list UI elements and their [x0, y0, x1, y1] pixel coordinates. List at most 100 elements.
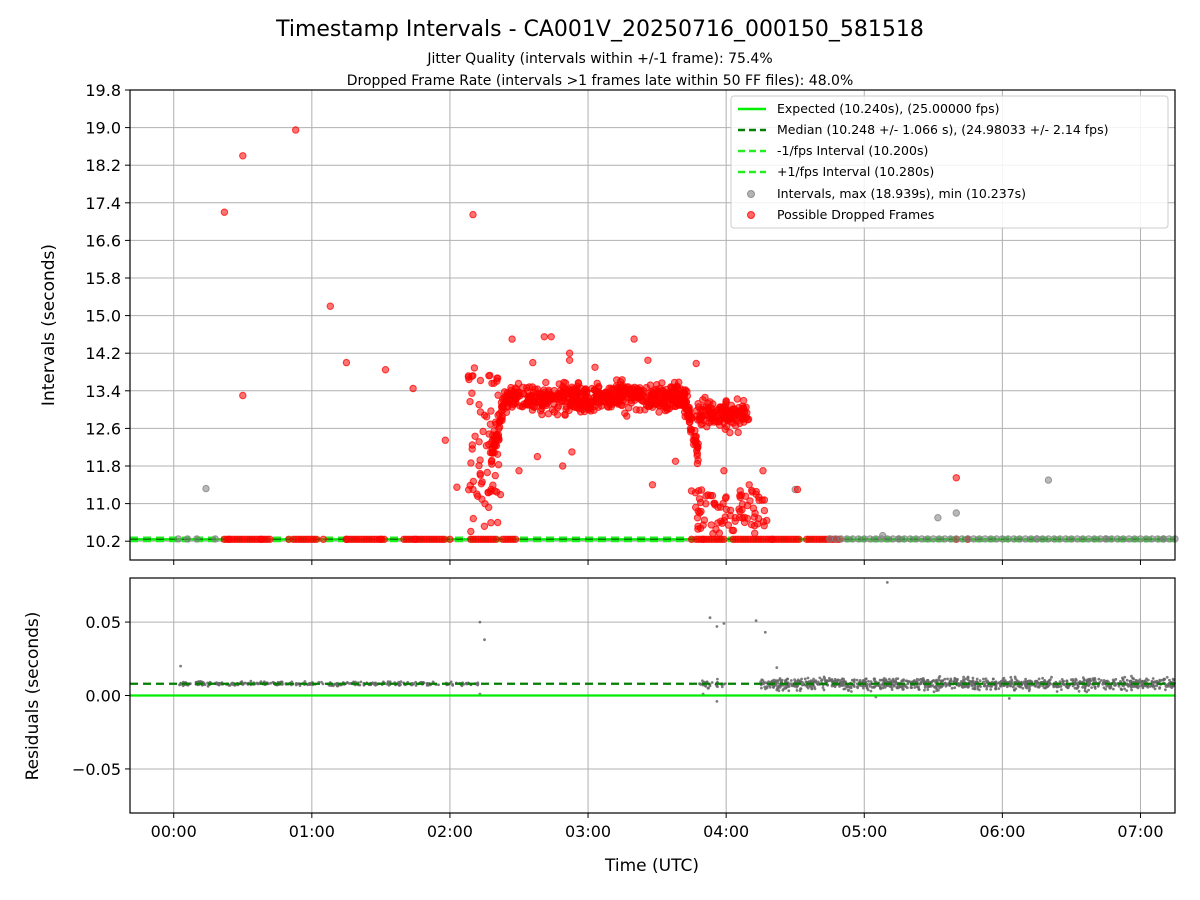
residual-point: [882, 677, 886, 680]
residual-point: [939, 679, 943, 683]
dropped-frame-point: [659, 390, 667, 398]
residual-point: [982, 677, 985, 681]
residual-outlier: [483, 638, 486, 642]
residual-point: [855, 678, 859, 682]
dropped-frame-point: [292, 126, 300, 134]
interval-point: [1044, 476, 1053, 484]
dropped-frame-point: [719, 499, 727, 508]
dropped-frame-point: [220, 208, 229, 216]
residual-point: [803, 677, 807, 681]
residual-point: [1073, 686, 1077, 690]
residual-point: [451, 683, 454, 686]
residual-point: [976, 687, 980, 691]
residual-point: [990, 685, 994, 688]
residual-point: [869, 680, 873, 684]
dropped-frame-point: [498, 416, 506, 425]
residuals-y-axis-label: Residuals (seconds): [23, 612, 43, 781]
dropped-frame-point: [704, 491, 712, 499]
residual-point: [902, 687, 905, 691]
dropped-frame-point: [485, 503, 493, 512]
residual-point: [878, 685, 882, 689]
residual-point: [978, 684, 981, 687]
residual-point: [900, 680, 903, 683]
residual-point: [724, 682, 727, 685]
dropped-frame-point: [467, 459, 475, 467]
residual-point: [1087, 688, 1090, 692]
dropped-frame-point: [716, 403, 725, 411]
residuals-reference-lines: [130, 682, 1175, 697]
intervals-x-ticks: [173, 560, 1141, 565]
residual-point: [997, 687, 1001, 690]
dropped-frame-point: [257, 535, 265, 543]
dropped-frame-point: [754, 514, 763, 523]
dropped-frame-point: [620, 388, 628, 397]
dropped-frame-point: [494, 518, 502, 527]
dropped-frame-point: [734, 428, 742, 437]
residual-point: [799, 687, 803, 690]
residual-point: [855, 682, 859, 686]
residual-point: [966, 675, 970, 679]
residual-point: [1062, 683, 1066, 686]
dropped-frame-point: [665, 404, 674, 413]
dropped-frame-point: [468, 445, 476, 453]
dropped-frame-point: [722, 408, 731, 416]
dropped-frame-point: [527, 391, 536, 400]
dropped-frame-point: [795, 535, 803, 543]
residual-point: [1085, 690, 1089, 694]
residual-outlier: [722, 622, 726, 625]
residual-point: [904, 679, 908, 683]
residual-point: [710, 681, 714, 684]
dropped-frame-point: [528, 383, 537, 391]
residual-point: [868, 684, 872, 688]
dropped-frame-point: [319, 535, 327, 543]
chart-title: Timestamp Intervals - CA001V_20250716_00…: [275, 17, 924, 42]
legend-marker-dropped: [747, 211, 755, 219]
residual-point: [923, 686, 927, 689]
residual-point: [263, 680, 266, 684]
dropped-frame-point: [630, 335, 638, 343]
dropped-frame-point: [714, 519, 722, 527]
dropped-frame-point: [515, 467, 523, 475]
residual-point: [812, 677, 815, 681]
dropped-frame-point: [768, 535, 776, 543]
residual-point: [795, 689, 799, 692]
dropped-frame-point: [696, 524, 705, 532]
dropped-frame-point: [752, 490, 760, 498]
dropped-frame-point: [266, 535, 274, 543]
residual-point: [1115, 682, 1118, 686]
dropped-frame-point: [533, 452, 542, 461]
dropped-frame-point: [623, 412, 631, 420]
residual-point: [1060, 688, 1063, 691]
residual-point: [1056, 685, 1060, 689]
dropped-frame-point: [640, 392, 648, 401]
dropped-frame-point: [409, 384, 417, 393]
residual-point: [1164, 688, 1167, 692]
dropped-frame-point: [528, 402, 536, 410]
residual-outlier: [179, 664, 183, 668]
residual-point: [953, 686, 957, 690]
residual-point: [330, 684, 334, 687]
intervals-y-tick-label: 19.0: [85, 119, 121, 138]
dropped-frame-point: [529, 358, 537, 367]
residual-point: [1010, 680, 1014, 684]
dropped-frame-point: [471, 432, 479, 440]
dropped-frame-point: [711, 499, 719, 507]
dropped-frame-point: [285, 535, 293, 543]
dropped-frame-point: [803, 535, 811, 543]
interval-point: [952, 509, 960, 517]
chart-legend: Expected (10.240s), (25.00000 fps) Media…: [730, 95, 1169, 229]
residual-point: [1002, 676, 1006, 680]
intervals-y-tick-label: 17.4: [85, 194, 121, 213]
residual-point: [1089, 682, 1092, 686]
residual-point: [1150, 679, 1154, 683]
dropped-frame-point: [377, 535, 385, 543]
dropped-frame-point: [468, 389, 476, 397]
residual-point: [873, 685, 876, 689]
residual-point: [867, 679, 870, 683]
dropped-frame-point: [486, 487, 495, 496]
residual-point: [1037, 677, 1041, 681]
dropped-frame-point: [733, 395, 741, 403]
dropped-frame-point: [592, 392, 600, 400]
dropped-frame-point: [469, 210, 477, 219]
